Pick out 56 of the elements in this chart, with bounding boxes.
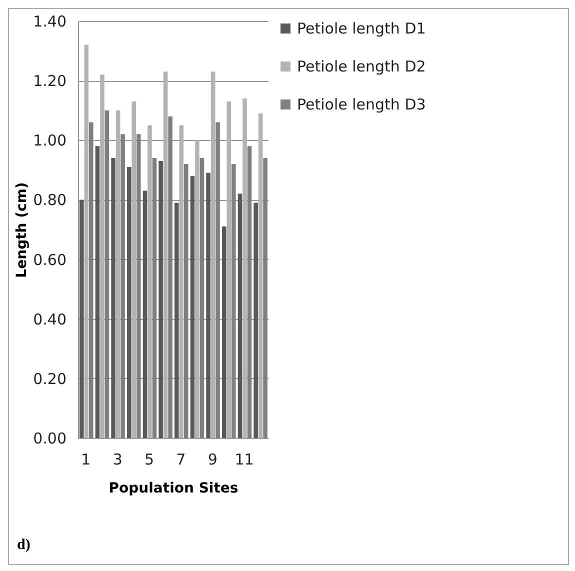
x-axis-title: Population Sites [108,480,238,496]
y-tick-label: 0.00 [33,430,66,448]
y-tick-label: 0.80 [33,191,66,210]
bar [132,101,136,438]
bar [80,200,84,438]
bar [216,122,220,438]
bar [168,116,172,438]
bar [190,176,195,438]
legend-label: Petiole length D1 [297,20,426,38]
bar [247,146,252,438]
bar [136,134,141,438]
x-tick-label: 1 [81,450,91,468]
bar [226,101,232,438]
y-tick-label: 0.40 [33,310,66,328]
y-tick-label: 1.40 [33,12,66,30]
bar [158,160,163,438]
x-tick-label: 7 [176,450,186,468]
bar [254,202,258,438]
y-tick-label: 1.20 [33,72,66,90]
bar [100,74,104,438]
bar [179,125,184,438]
bar [104,110,110,438]
bar [127,166,132,438]
y-tick-label: 1.00 [33,132,66,150]
legend-label: Petiole length D3 [297,96,426,114]
bar [120,134,125,438]
bar [111,158,116,438]
x-tick-label: 3 [112,450,122,468]
legend-label: Petiole length D2 [297,58,426,76]
bar [163,72,168,438]
bar [84,44,89,438]
bar [174,202,179,438]
x-tick-label: 5 [144,450,154,468]
bar [258,113,263,438]
bar [142,190,148,438]
x-tick-label: 11 [234,450,254,468]
bar [222,226,226,438]
bar [148,125,152,438]
bar [184,164,188,438]
bar [116,110,120,438]
bar [152,158,157,438]
bar [242,98,247,438]
text: d) [17,537,30,554]
bar [95,146,100,438]
bar [263,158,268,438]
bar [238,194,242,438]
y-tick-label: 0.20 [33,370,66,388]
y-tick-label: 0.60 [33,250,66,269]
y-axis-title: Length (cm) [14,182,30,278]
bar [232,164,236,438]
bar [89,122,94,438]
bar [206,172,210,438]
bar [200,158,204,438]
x-tick-label: 9 [208,450,218,468]
bar [210,72,216,438]
bar [195,140,200,438]
